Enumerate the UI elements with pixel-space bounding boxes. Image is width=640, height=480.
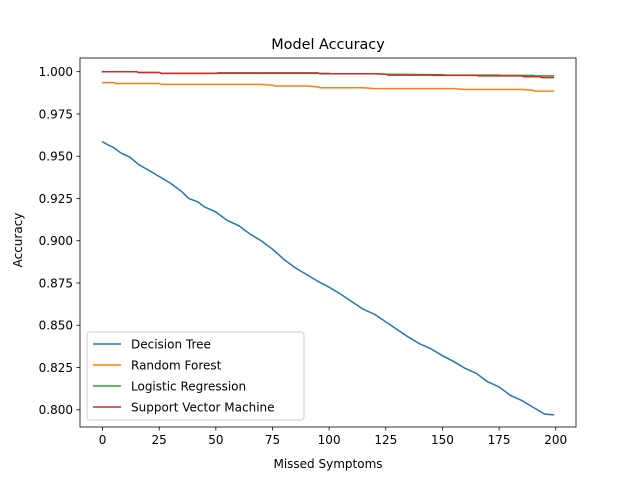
chart-title: Model Accuracy [271,37,385,53]
series-line-random-forest [101,81,555,92]
y-tick-label: 0.875 [39,276,73,290]
y-tick-label: 0.975 [39,107,73,121]
x-axis-ticks: 0 25 50 75 100 125 150 175 200 [99,427,567,447]
x-tick-label: 75 [265,433,280,447]
x-tick-label: 100 [318,433,341,447]
x-tick-label: 50 [208,433,223,447]
x-tick-label: 150 [431,433,454,447]
series-line-support-vector-machine [101,70,555,79]
x-axis-label: Missed Symptoms [273,457,382,471]
y-axis-label: Accuracy [11,213,25,268]
y-tick-label: 0.800 [39,403,73,417]
x-tick-label: 200 [544,433,567,447]
legend-label: Support Vector Machine [131,400,275,414]
y-tick-label: 1.000 [39,65,73,79]
y-tick-label: 0.825 [39,361,73,375]
series-line-decision-tree [101,140,555,416]
legend-box [86,331,305,421]
x-tick-label: 125 [374,433,397,447]
x-tick-label: 175 [488,433,511,447]
x-tick-label: 0 [99,433,107,447]
y-tick-label: 0.925 [39,192,73,206]
legend: Decision Tree Random Forest Logistic Regre… [86,331,305,421]
axes-frame [79,57,577,428]
legend-label: Decision Tree [131,337,211,351]
y-tick-label: 0.950 [39,150,73,164]
y-tick-label: 0.850 [39,319,73,333]
legend-label: Logistic Regression [131,379,246,393]
x-tick-label: 25 [152,433,167,447]
y-axis-ticks: 0.800 0.825 0.850 0.875 0.900 0.925 0.950 0.975… [39,65,80,417]
y-tick-label: 0.900 [39,234,73,248]
plot-area [79,57,577,428]
legend-label: Random Forest [131,358,222,372]
